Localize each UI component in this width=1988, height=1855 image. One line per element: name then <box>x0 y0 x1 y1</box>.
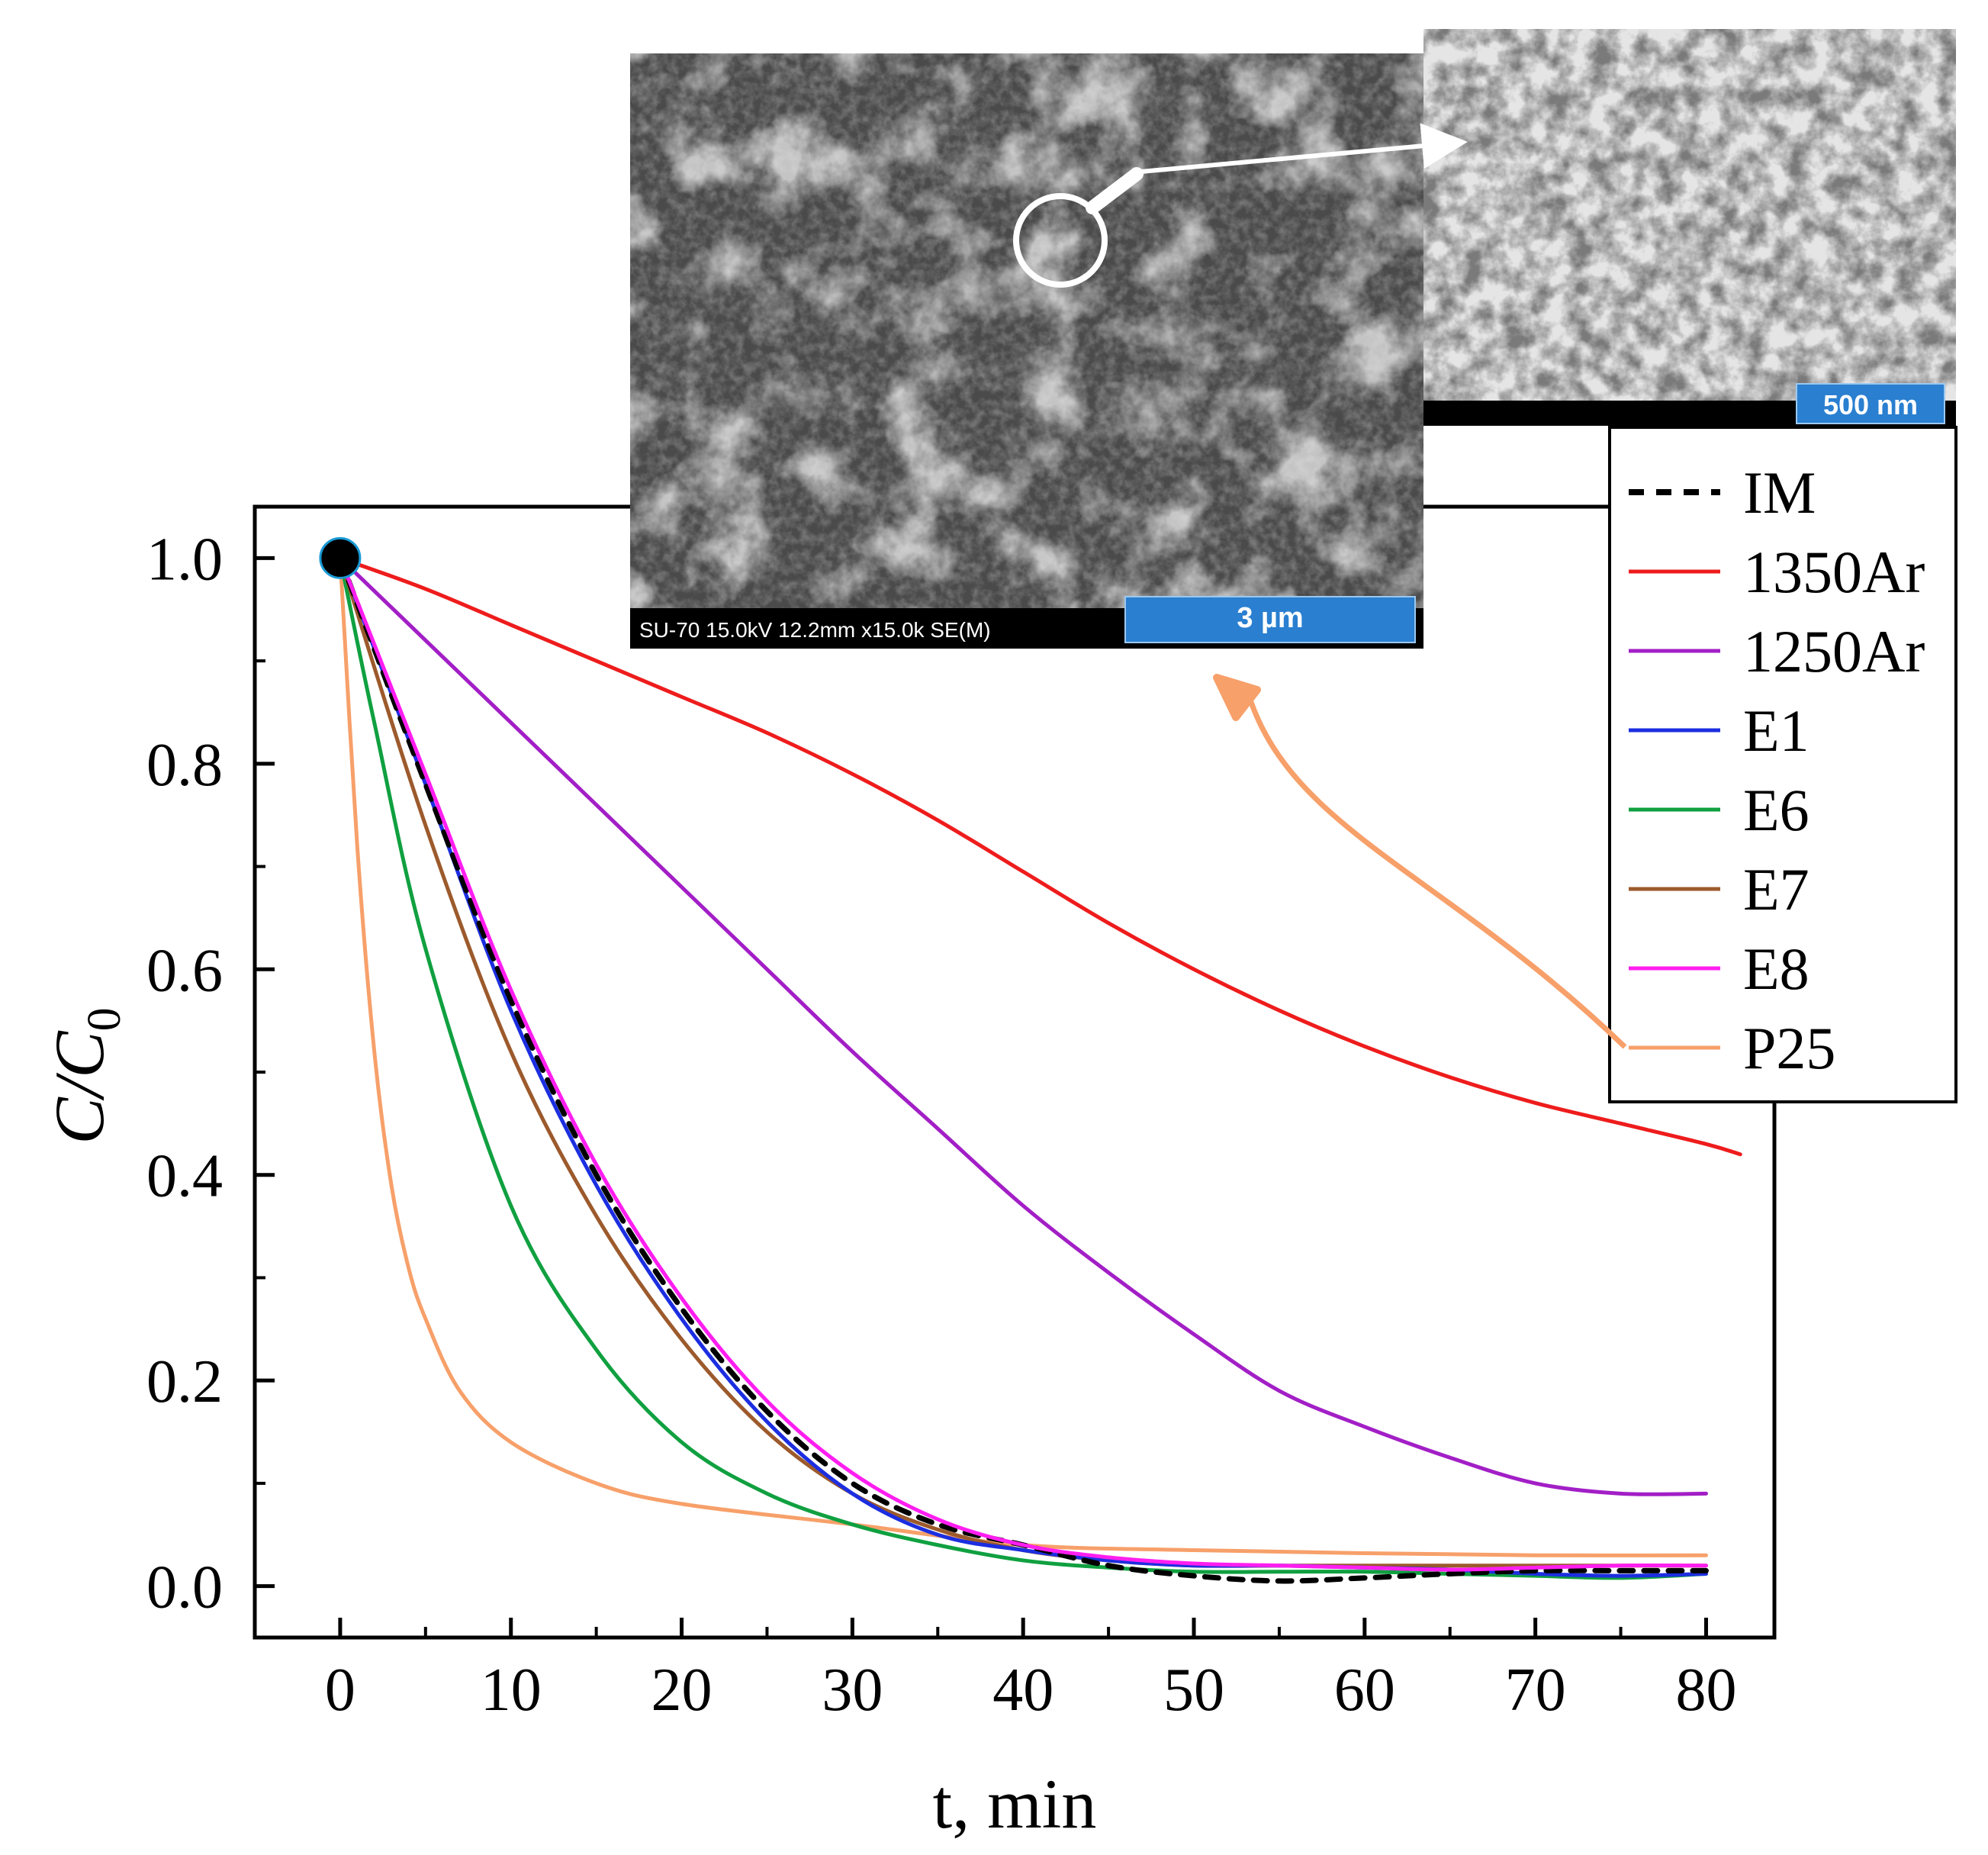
legend-label-im: IM <box>1743 459 1816 526</box>
legend-label-e7: E7 <box>1743 856 1809 923</box>
legend-box <box>1608 426 1957 1103</box>
plot-frame <box>253 504 1777 1640</box>
series-layer <box>337 555 1742 1584</box>
x-axis-ticks: 0 10 20 30 40 50 60 70 80 <box>325 1618 1736 1724</box>
y-axis-label-main: C/C <box>40 1030 118 1145</box>
legend-label-1250ar: 1250Ar <box>1743 618 1925 684</box>
x-tick-label: 0 <box>325 1657 355 1724</box>
legend-label-1350ar: 1350Ar <box>1743 539 1925 605</box>
sem-zoom-scale-label: 500 nm <box>1823 389 1918 420</box>
x-tick-label: 10 <box>481 1657 542 1724</box>
y-axis-label-sub: 0 <box>79 1007 130 1031</box>
start-marker <box>319 536 362 579</box>
sem-zoom-scale-bar <box>1796 383 1945 424</box>
sem-main-inset: SU-70 15.0kV 12.2mm x15.0k SE(M) 3 µm <box>630 53 1423 649</box>
y-tick-label: 0.4 <box>146 1143 223 1210</box>
p25-pointer-arrow <box>1248 700 1627 1049</box>
x-tick-label: 60 <box>1334 1657 1395 1724</box>
series-line-1350ar <box>338 556 1742 1157</box>
x-tick-label: 30 <box>822 1657 883 1724</box>
y-tick-label: 0.0 <box>146 1554 223 1622</box>
y-tick-label: 0.2 <box>146 1348 223 1415</box>
sem-main-scale-bar <box>1124 596 1416 643</box>
series-line-p25 <box>338 556 1708 1557</box>
series-line-e8 <box>338 556 1708 1572</box>
y-tick-label: 0.6 <box>146 937 223 1004</box>
y-axis-ticks: 0.0 0.2 0.4 0.6 0.8 1.0 <box>146 526 275 1622</box>
x-tick-label: 80 <box>1675 1657 1736 1724</box>
y-tick-label: 1.0 <box>146 526 223 593</box>
sem-main-caption: SU-70 15.0kV 12.2mm x15.0k SE(M) <box>639 618 991 642</box>
p25-pointer-arrowhead <box>1213 674 1261 721</box>
y-tick-label: 0.8 <box>146 732 223 799</box>
series-line-im <box>337 555 1709 1584</box>
magnifier-circle <box>1013 193 1108 288</box>
magnifier-handle <box>1086 167 1144 214</box>
y-axis-label: C/C0 <box>40 1007 130 1144</box>
legend-label-e6: E6 <box>1743 777 1809 843</box>
x-axis-label: t, min <box>933 1765 1097 1843</box>
series-line-e7 <box>338 556 1708 1568</box>
legend: IM 1350Ar 1250Ar E1 E6 E7 E8 P25 <box>1608 426 1957 1103</box>
x-tick-label: 50 <box>1163 1657 1224 1724</box>
x-tick-label: 40 <box>992 1657 1054 1724</box>
sem-zoom-inset: 500 nm <box>1423 29 1956 426</box>
series-line-1250ar <box>338 556 1708 1496</box>
legend-label-e8: E8 <box>1743 936 1809 1002</box>
x-tick-label: 70 <box>1505 1657 1566 1724</box>
x-tick-label: 20 <box>651 1657 713 1724</box>
series-line-e6 <box>338 556 1708 1580</box>
zoom-arrow <box>1140 123 1468 174</box>
svg-text:C/C0: C/C0 <box>40 1007 130 1144</box>
legend-label-e1: E1 <box>1743 697 1809 764</box>
sem-main-scale-label: 3 µm <box>1237 602 1303 634</box>
legend-label-p25: P25 <box>1743 1015 1835 1081</box>
